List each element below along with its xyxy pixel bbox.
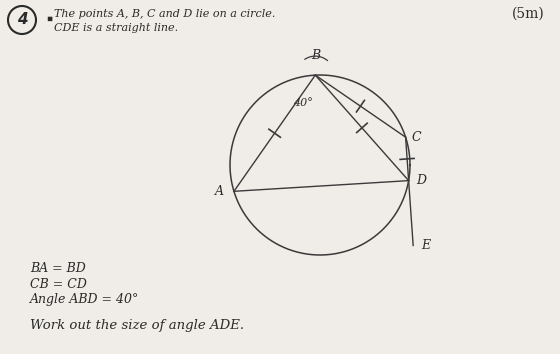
Text: D: D	[417, 174, 427, 187]
Text: 4: 4	[17, 12, 27, 28]
Text: The points A, B, C and D lie on a circle.: The points A, B, C and D lie on a circle…	[54, 9, 276, 19]
Text: B: B	[311, 49, 320, 62]
Text: Angle ABD = 40°: Angle ABD = 40°	[30, 293, 139, 307]
Text: Work out the size of angle ADE.: Work out the size of angle ADE.	[30, 320, 244, 332]
Text: CDE is a straight line.: CDE is a straight line.	[54, 23, 178, 33]
Text: E: E	[421, 239, 430, 252]
Text: ◾: ◾	[46, 13, 52, 23]
Text: A: A	[215, 185, 224, 198]
Text: 40°: 40°	[293, 98, 312, 108]
Text: BA = BD: BA = BD	[30, 262, 86, 274]
Text: (5m): (5m)	[512, 7, 545, 21]
Text: C: C	[412, 131, 421, 144]
Text: CB = CD: CB = CD	[30, 278, 87, 291]
